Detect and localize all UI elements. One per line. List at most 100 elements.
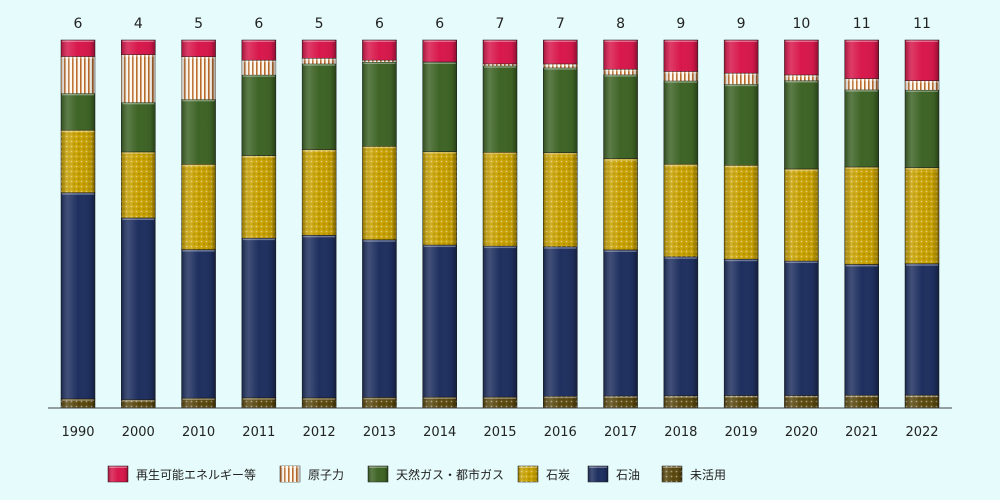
tick-label-2022: 2022 [905,425,938,440]
bar-renew-2013 [362,39,397,61]
tick-label-1990: 1990 [61,425,94,440]
bar-column-2011 [241,39,277,409]
top-label-2019: 9 [737,16,746,32]
bar-nuclear-2021 [844,78,879,90]
bar-nuclear-2013 [362,59,397,63]
tick-label-2019: 2019 [725,425,758,440]
legend-swatch-coal [517,465,539,483]
bar-column-2000 [121,39,156,409]
bar-column-2019 [723,39,759,409]
bar-column-2016 [543,39,578,409]
bar-renew-2010 [181,39,216,57]
legend-label-gas: 天然ガス・都市ガス [396,467,504,482]
legend-label-renew: 再生可能エネルギー等 [136,468,256,482]
bar-gas-2019 [723,83,759,166]
bar-column-2015 [482,39,518,409]
top-label-2020: 10 [793,16,811,32]
bar-renew-2000 [121,39,156,55]
bar-unused-2022 [904,394,940,409]
bar-oil-2014 [422,244,457,398]
bar-nuclear-1990 [60,56,96,94]
legend-swatch-unused [661,465,683,483]
bar-unused-2021 [844,394,879,409]
bar-unused-2020 [784,395,819,409]
tick-label-2015: 2015 [483,425,516,440]
bar-coal-2000 [121,151,156,219]
bar-gas-2000 [121,102,156,153]
bar-gas-1990 [60,93,96,131]
bar-renew-2015 [482,39,518,65]
bar-column-1990 [60,39,96,409]
bar-unused-2015 [482,396,518,409]
bar-renew-2014 [422,39,457,63]
tick-label-2016: 2016 [544,425,577,440]
bar-oil-2018 [663,256,699,397]
bar-coal-2012 [301,149,337,236]
bar-coal-2016 [543,152,578,247]
top-label-2010: 5 [194,16,203,32]
bar-coal-2014 [422,151,457,246]
bar-coal-2011 [241,155,277,239]
bar-renew-2020 [784,39,819,76]
bar-renew-2022 [904,39,940,81]
bar-renew-2017 [603,39,638,70]
bar-oil-2022 [904,263,940,396]
bar-oil-1990 [60,192,96,400]
bar-oil-2019 [723,258,759,396]
bar-column-2010 [181,39,216,409]
legend-swatch-nuclear [279,465,301,483]
bar-unused-1990 [60,398,96,409]
bar-column-2022 [904,39,940,409]
top-label-2014: 6 [435,16,444,32]
legend-label-oil: 石油 [616,468,640,482]
tick-label-2014: 2014 [423,425,456,440]
legend-item-oil: 石油 [587,465,640,483]
bar-coal-2017 [603,158,638,251]
top-label-2011: 6 [254,16,263,32]
bar-coal-2020 [784,168,819,262]
top-label-2000: 4 [134,16,143,32]
bar-oil-2012 [301,235,337,399]
bar-column-2013 [362,39,397,409]
bar-renew-2018 [663,39,699,72]
bar-renew-2016 [543,39,578,65]
bar-renew-1990 [60,39,96,57]
bar-nuclear-2012 [301,58,337,64]
bar-gas-2011 [241,74,277,156]
bar-column-2021 [844,39,879,409]
bar-oil-2011 [241,237,277,398]
tick-label-2017: 2017 [604,425,637,440]
bar-renew-2012 [301,39,337,59]
bar-coal-2013 [362,146,397,241]
bar-nuclear-2022 [904,80,940,91]
bar-unused-2016 [543,395,578,409]
legend-item-unused: 未活用 [661,465,726,483]
bar-column-2017 [603,39,638,409]
legend-swatch-gas [367,465,389,483]
x-tick-labels: 1990 2000 2010 2011 2012 2013 2014 2015 2016 2017… [61,425,938,440]
bar-unused-2017 [603,395,638,409]
bar-unused-2018 [663,395,699,409]
legend-item-coal: 石炭 [517,465,570,483]
tick-label-2000: 2000 [122,425,155,440]
bar-coal-1990 [60,129,96,193]
bar-nuclear-2019 [723,72,759,85]
bar-oil-2010 [181,249,216,399]
legend-item-gas: 天然ガス・都市ガス [367,465,504,483]
bar-gas-2020 [784,80,819,170]
bar-nuclear-2016 [543,63,578,68]
bar-column-2014 [422,39,457,409]
bar-coal-2021 [844,166,879,265]
bar-renew-2019 [723,39,759,74]
bar-gas-2013 [362,61,397,147]
bar-unused-2000 [121,399,156,409]
tick-label-2021: 2021 [845,425,878,440]
top-label-2018: 9 [676,16,685,32]
bar-gas-2018 [663,80,699,165]
bar-oil-2015 [482,245,518,398]
tick-label-2018: 2018 [664,425,697,440]
bar-unused-2011 [241,397,277,409]
top-label-2022: 11 [913,16,931,32]
legend-label-unused: 未活用 [690,468,726,482]
